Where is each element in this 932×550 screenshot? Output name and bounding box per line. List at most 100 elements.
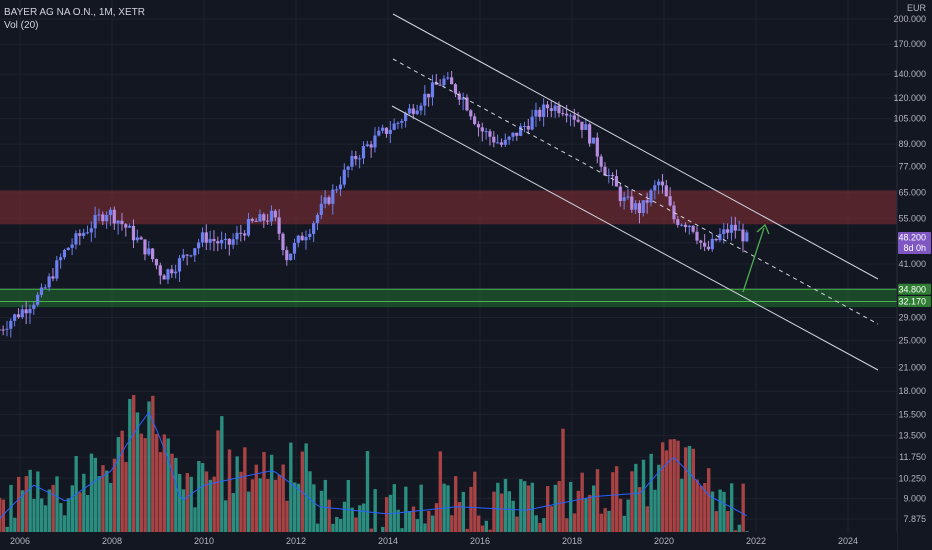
volume-bar [354,517,358,532]
candle-body [745,232,749,242]
price-tick-label: 21.000 [898,362,926,372]
candle-body [653,185,657,191]
volume-bar [657,464,661,532]
volume-bar [20,490,25,532]
candle-body [710,238,714,250]
candle-body [5,328,9,330]
resistance-zone [0,190,897,225]
candle-body [699,240,703,243]
candle-body [97,214,101,216]
volume-bar [430,515,435,532]
price-tick-label: 7.875 [903,514,926,524]
volume-bar [197,460,201,532]
volume-bar [530,482,535,532]
volume-bar [135,412,140,532]
candle-body [331,189,335,204]
volume-bar [714,511,719,532]
volume-bar [469,486,473,532]
volume-bar [584,498,588,532]
volume-bar [511,500,515,532]
volume-bar [212,476,216,532]
candle-body [85,232,90,234]
candle-body [208,238,212,243]
volume-bar [369,528,374,532]
volume-bar [338,518,343,532]
volume-bar [365,451,370,532]
volume-bar [223,500,228,532]
volume-bar [653,489,657,532]
volume-bar [396,509,400,532]
volume-bar [277,474,282,532]
volume-bar [227,449,232,532]
volume-bar [143,438,147,532]
candle-body [392,123,396,130]
candle-body [404,113,408,121]
candle-body [212,238,216,242]
candle-body [450,77,454,85]
candle-body [105,215,109,222]
candle-body [572,115,576,120]
volume-bar [323,479,328,532]
volume-bar [120,430,124,532]
candle-body [427,93,431,98]
candle-body [131,225,136,241]
symbol-title[interactable]: BAYER AG NA O.N., 1M, XETR [4,7,145,18]
volume-bar [170,453,174,532]
volume-bar [158,452,163,532]
candle-body [641,200,645,213]
candle-body [553,105,557,111]
candle-body [243,233,247,236]
volume-bar [726,510,730,532]
candle-body [365,144,369,147]
candle-body [116,220,120,224]
candle-body [220,239,224,244]
volume-bar [350,507,354,532]
candle-body [108,209,113,216]
candle-body [588,124,592,144]
candle-body [476,124,481,128]
volume-bar [101,465,105,532]
volume-indicator-label[interactable]: Vol (20) [4,20,39,31]
volume-bar [664,450,669,532]
candle-body [434,82,438,85]
candle-body [473,116,477,125]
candle-body [308,233,312,238]
candle-body [82,232,86,236]
volume-bar [400,528,404,532]
candle-body [55,260,59,279]
candle-body [557,105,561,114]
volume-bar [683,447,688,532]
volume-bar [595,469,600,532]
volume-bar [411,506,416,532]
price-tick-label: 29.000 [898,312,926,322]
volume-bar [668,439,673,532]
candle-body [13,314,17,321]
volume-bar [446,485,450,532]
candle-body [315,214,320,224]
candle-body [607,174,611,176]
price-axis-bg [897,0,932,550]
candle-body [499,142,504,145]
volume-bar [496,482,500,532]
candle-body [438,84,442,86]
volume-bar [557,481,561,532]
volume-bar [296,483,301,532]
volume-bar [82,473,86,532]
volume-bar [699,485,703,532]
volume-bar [220,416,224,532]
candle-body [62,250,67,258]
price-tick-label: 11.750 [899,452,926,462]
volume-bar [384,497,389,532]
volume-bar [672,439,676,532]
candle-body [292,242,297,254]
volume-bar [611,472,615,532]
candle-body [729,224,734,233]
candle-body [289,253,293,261]
candle-body [346,166,350,170]
volume-bar [503,478,508,532]
volume-bar [404,486,408,532]
volume-bar [346,480,351,532]
candle-body [223,238,228,240]
volume-bar [36,471,40,532]
